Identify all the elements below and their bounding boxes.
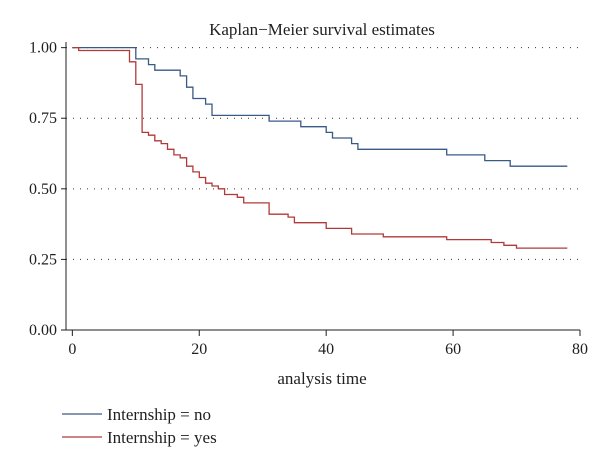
x-tick-label: 0 — [68, 341, 76, 358]
series-line-no — [72, 46, 568, 167]
legend-label-no: Internship = no — [107, 405, 211, 424]
ticks: 0.00 0.25 0.50 0.75 1.00 0 20 40 60 80 — [29, 40, 588, 358]
x-tick-label: 60 — [445, 341, 461, 358]
y-tick-label: 0.50 — [29, 181, 57, 198]
axes — [65, 42, 580, 331]
legend: Internship = no Internship = yes — [62, 405, 217, 447]
chart-title: Kaplan−Meier survival estimates — [209, 20, 435, 39]
x-tick-label: 80 — [572, 341, 588, 358]
x-axis-title: analysis time — [277, 369, 366, 388]
series-line-yes — [72, 46, 568, 249]
y-tick-label: 0.25 — [29, 251, 57, 268]
series-lines — [72, 46, 568, 249]
y-tick-label: 1.00 — [29, 40, 57, 57]
y-tick-label: 0.00 — [29, 322, 57, 339]
x-tick-label: 20 — [191, 341, 207, 358]
y-tick-label: 0.75 — [29, 110, 57, 127]
x-tick-label: 40 — [318, 341, 334, 358]
legend-label-yes: Internship = yes — [107, 428, 217, 447]
